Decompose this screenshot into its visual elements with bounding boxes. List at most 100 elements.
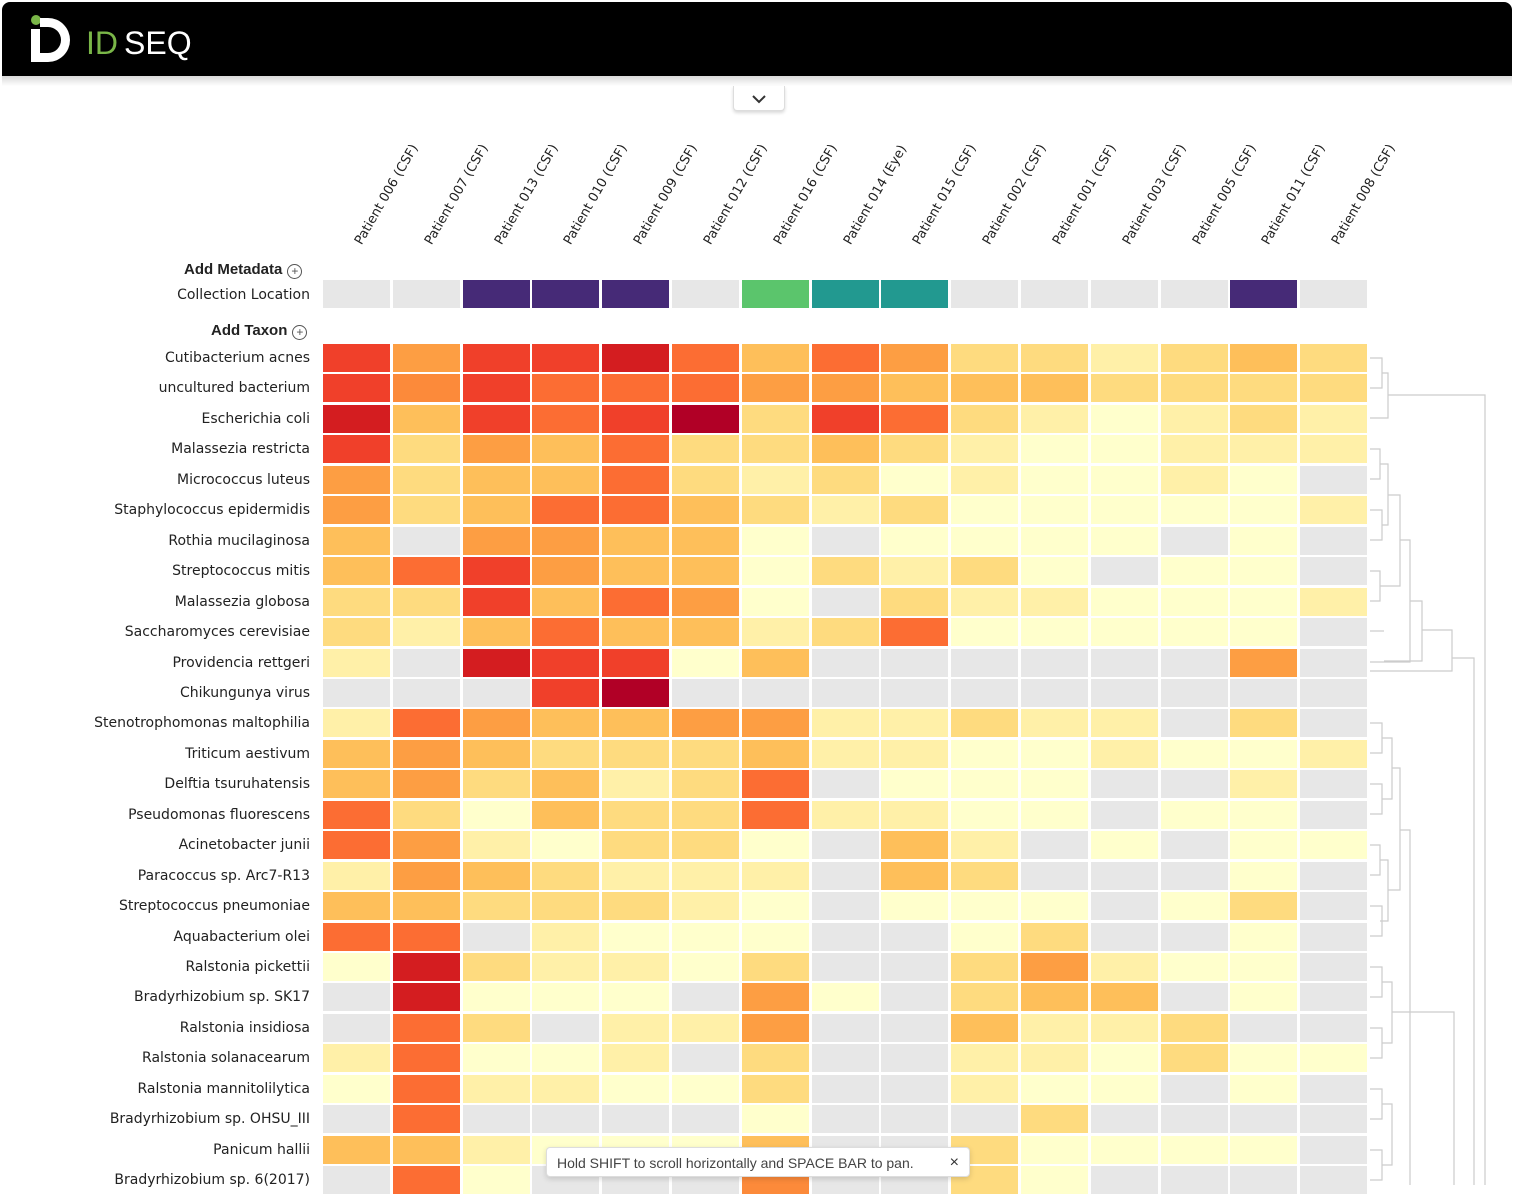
taxon-row-label[interactable]: Malassezia globosa [174, 593, 310, 610]
taxon-row-label[interactable]: Providencia rettgeri [172, 654, 310, 671]
heatmap-cell[interactable] [462, 953, 530, 981]
metadata-cell[interactable] [1021, 280, 1088, 308]
heatmap-cell[interactable] [951, 983, 1019, 1012]
heatmap-cell[interactable] [602, 465, 670, 494]
heatmap-cell[interactable] [881, 800, 949, 829]
add-metadata-button[interactable]: Add Metadata + [184, 261, 303, 279]
heatmap-cell[interactable] [392, 648, 460, 677]
heatmap-cell[interactable] [811, 1074, 879, 1103]
heatmap-cell[interactable] [951, 1074, 1019, 1103]
heatmap-cell[interactable] [1021, 739, 1088, 768]
heatmap-cell[interactable] [1300, 831, 1368, 860]
heatmap-cell[interactable] [672, 648, 739, 677]
heatmap-cell[interactable] [1230, 344, 1298, 372]
heatmap-cell[interactable] [323, 983, 390, 1012]
heatmap-cell[interactable] [602, 1044, 670, 1073]
heatmap-cell[interactable] [392, 1135, 460, 1164]
add-taxon-button[interactable]: Add Taxon + [211, 322, 308, 340]
column-label[interactable]: Patient 005 (CSF) [1189, 141, 1260, 248]
heatmap-cell[interactable] [323, 1105, 390, 1134]
heatmap-cell[interactable] [741, 892, 809, 921]
heatmap-cell[interactable] [881, 374, 949, 403]
metadata-cell[interactable] [1090, 280, 1158, 308]
metadata-cell[interactable] [741, 280, 809, 308]
heatmap-cell[interactable] [323, 1074, 390, 1103]
heatmap-cell[interactable] [1021, 953, 1088, 981]
heatmap-cell[interactable] [951, 922, 1019, 951]
heatmap-cell[interactable] [1090, 1044, 1158, 1073]
heatmap-cell[interactable] [323, 526, 390, 555]
heatmap-cell[interactable] [1160, 496, 1228, 525]
heatmap-cell[interactable] [392, 983, 460, 1012]
heatmap-cell[interactable] [392, 374, 460, 403]
column-label[interactable]: Patient 016 (CSF) [770, 141, 841, 248]
column-label[interactable]: Patient 001 (CSF) [1050, 141, 1120, 248]
heatmap-cell[interactable] [392, 496, 460, 525]
column-label[interactable]: Patient 014 (Eye) [840, 142, 910, 248]
heatmap-cell[interactable] [323, 587, 390, 616]
heatmap-cell[interactable] [1160, 465, 1228, 494]
heatmap-cell[interactable] [462, 374, 530, 403]
heatmap-cell[interactable] [392, 953, 460, 981]
heatmap-cell[interactable] [881, 922, 949, 951]
heatmap-cell[interactable] [1021, 831, 1088, 860]
heatmap-cell[interactable] [1090, 618, 1158, 647]
heatmap-cell[interactable] [1300, 435, 1368, 464]
heatmap-cell[interactable] [1090, 831, 1158, 860]
heatmap-cell[interactable] [1021, 922, 1088, 951]
heatmap-cell[interactable] [811, 770, 879, 799]
heatmap-cell[interactable] [323, 344, 390, 372]
heatmap-cell[interactable] [741, 526, 809, 555]
metadata-cell[interactable] [881, 280, 949, 308]
heatmap-cell[interactable] [1090, 496, 1158, 525]
heatmap-cell[interactable] [951, 526, 1019, 555]
heatmap-cell[interactable] [462, 557, 530, 586]
heatmap-cell[interactable] [1230, 1166, 1298, 1194]
heatmap-cell[interactable] [1160, 800, 1228, 829]
heatmap-cell[interactable] [1300, 648, 1368, 677]
heatmap-cell[interactable] [1021, 861, 1088, 890]
heatmap-cell[interactable] [462, 526, 530, 555]
heatmap-cell[interactable] [951, 1013, 1019, 1042]
heatmap-cell[interactable] [811, 557, 879, 586]
heatmap-cell[interactable] [1021, 678, 1088, 707]
heatmap-cell[interactable] [881, 831, 949, 860]
heatmap-cell[interactable] [1300, 800, 1368, 829]
heatmap-cell[interactable] [811, 526, 879, 555]
heatmap-cell[interactable] [1230, 496, 1298, 525]
heatmap-cell[interactable] [1090, 709, 1158, 738]
column-label[interactable]: Patient 011 (CSF) [1259, 141, 1330, 248]
heatmap-cell[interactable] [811, 1044, 879, 1073]
heatmap-cell[interactable] [811, 831, 879, 860]
heatmap-cell[interactable] [1021, 1044, 1088, 1073]
heatmap-cell[interactable] [532, 344, 600, 372]
heatmap-cell[interactable] [462, 496, 530, 525]
heatmap-cell[interactable] [532, 374, 600, 403]
heatmap-cell[interactable] [1300, 557, 1368, 586]
heatmap-cell[interactable] [1160, 1166, 1228, 1194]
heatmap-cell[interactable] [1090, 404, 1158, 433]
metadata-cell[interactable] [811, 280, 879, 308]
heatmap-cell[interactable] [1021, 800, 1088, 829]
heatmap-cell[interactable] [532, 496, 600, 525]
heatmap-cell[interactable] [951, 557, 1019, 586]
heatmap-cell[interactable] [811, 922, 879, 951]
metadata-cell[interactable] [392, 280, 460, 308]
heatmap-cell[interactable] [951, 678, 1019, 707]
taxon-row-label[interactable]: Streptococcus pneumoniae [118, 898, 310, 915]
metadata-cell[interactable] [323, 280, 390, 308]
heatmap-cell[interactable] [1230, 892, 1298, 921]
heatmap-cell[interactable] [392, 557, 460, 586]
heatmap-cell[interactable] [951, 618, 1019, 647]
heatmap-cell[interactable] [602, 648, 670, 677]
heatmap-cell[interactable] [1021, 374, 1088, 403]
heatmap-cell[interactable] [1230, 831, 1298, 860]
heatmap-cell[interactable] [1021, 983, 1088, 1012]
heatmap-cell[interactable] [602, 739, 670, 768]
heatmap-cell[interactable] [951, 374, 1019, 403]
heatmap-cell[interactable] [1160, 831, 1228, 860]
taxon-row-label[interactable]: Streptococcus mitis [172, 563, 310, 580]
heatmap-cell[interactable] [392, 770, 460, 799]
heatmap-cell[interactable] [741, 1044, 809, 1073]
heatmap-cell[interactable] [602, 983, 670, 1012]
